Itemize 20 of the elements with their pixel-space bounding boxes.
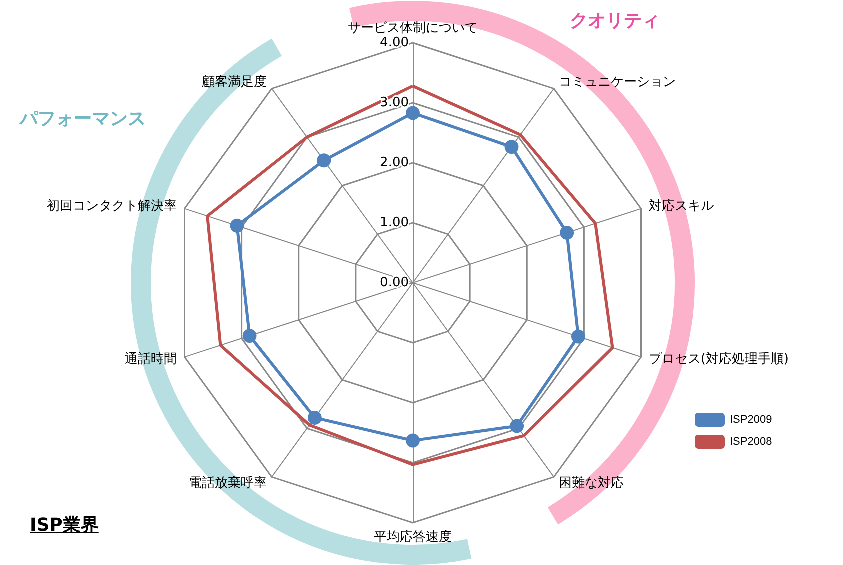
y-tick-label: 4.00 [380, 36, 409, 50]
spoke-label: 顧客満足度 [202, 74, 268, 90]
spoke-label: コミュニケーション [558, 74, 676, 90]
spoke-label: 通話時間 [125, 352, 178, 368]
text: クオリティ [570, 10, 660, 32]
legend-label: ISP2008 [730, 436, 772, 448]
spoke-label: サービス体制について [348, 21, 478, 36]
spoke-label: 対応スキル [648, 198, 714, 214]
text: パフォーマンス [19, 108, 146, 130]
y-tick-label: 0.00 [380, 276, 409, 290]
y-tick-label: 3.00 [380, 96, 409, 110]
y-tick-label: 1.00 [380, 216, 409, 230]
spoke-label: プロセス(対応処理手順) [648, 351, 790, 368]
spoke-label: 困難な対応 [558, 475, 624, 492]
legend-label: ISP2009 [730, 414, 772, 426]
spoke-label: 平均応答速度 [374, 529, 452, 545]
y-tick-label: 2.00 [380, 156, 409, 170]
spoke-label: 初回コンタクト解決率 [47, 198, 178, 214]
text: ISP業界 [30, 514, 99, 537]
spoke-label: 電話放棄呼率 [189, 475, 268, 492]
